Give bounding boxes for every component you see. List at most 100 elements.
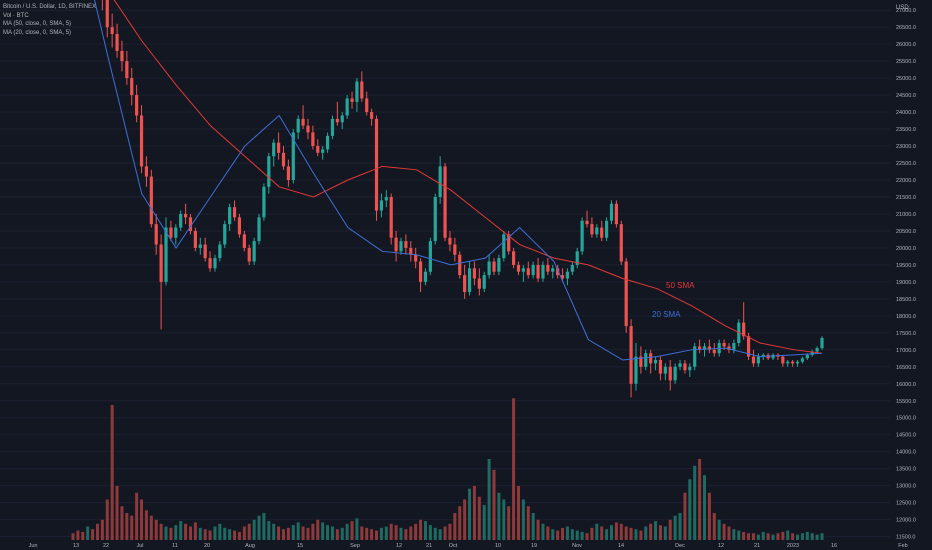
price-tick-label: 21000.0 — [896, 212, 916, 218]
candle-body — [800, 358, 805, 362]
candle-body — [516, 264, 521, 272]
candle-body — [365, 98, 369, 113]
candle-body — [325, 135, 330, 150]
volume-legend[interactable]: Vol · BTC — [3, 12, 29, 19]
candle-body — [502, 234, 506, 259]
volume-bar — [487, 459, 491, 540]
candle-body — [281, 152, 286, 167]
symbol-title[interactable]: Bitcoin / U.S. Dollar, 1D, BITFINEX — [3, 4, 97, 10]
candle-body — [707, 346, 712, 350]
candle-body — [139, 115, 144, 167]
candle-body — [409, 247, 413, 255]
price-tick-label: 17000.0 — [896, 348, 916, 354]
candle-body — [360, 81, 364, 99]
candle-body — [110, 27, 114, 34]
candle-body — [546, 264, 550, 272]
volume-bar — [267, 521, 271, 540]
volume-bar — [375, 530, 379, 540]
volume-bar — [727, 526, 731, 540]
candle-body — [438, 166, 442, 197]
candle-body — [159, 244, 163, 282]
time-tick-label: 22 — [103, 543, 109, 549]
candle-body — [183, 213, 188, 218]
candle-body — [399, 241, 403, 252]
candle-body — [149, 176, 153, 225]
volume-bar — [282, 529, 286, 540]
candle-body — [521, 268, 525, 272]
candle-body — [242, 234, 246, 248]
candle-body — [732, 343, 736, 350]
time-tick-label: Jul — [136, 543, 143, 549]
time-tick-label: 2023 — [787, 543, 799, 549]
volume-bar — [188, 526, 192, 540]
volume-bar — [252, 519, 256, 540]
candle-body — [560, 275, 565, 279]
volume-bar — [81, 531, 85, 540]
price-axis[interactable]: 11500.0 12000.0 12500.0 13000.0 13500.0 14000… — [896, 8, 916, 540]
candle-body — [639, 356, 643, 367]
volume-bar — [673, 515, 677, 540]
volume-bar — [100, 519, 104, 540]
volume-bar — [242, 526, 246, 540]
candle-body — [130, 78, 134, 96]
volume-bar — [624, 526, 628, 540]
price-tick-label: 25000.0 — [896, 76, 916, 82]
volume-bar — [140, 499, 144, 540]
price-tick-label: 22000.0 — [896, 178, 916, 184]
candle-body — [350, 98, 354, 102]
candle-body — [507, 234, 511, 252]
volume-bar — [678, 513, 682, 540]
candle-body — [795, 361, 800, 364]
volume-bar — [115, 486, 119, 540]
volume-bar — [350, 521, 354, 540]
volume-bar — [105, 499, 109, 540]
candle-body — [188, 217, 193, 231]
volume-bar — [389, 523, 393, 540]
candle-body — [135, 95, 139, 116]
volume-bar — [683, 492, 687, 540]
price-tick-label: 11500.0 — [896, 535, 915, 541]
time-axis[interactable]: Jun 13 22 Jul 11 20 Aug 15 Sep 12 21 Oct 10 19 Nov 14 De… — [29, 543, 908, 549]
price-tick-label: 25500.0 — [896, 59, 916, 65]
volume-bar — [619, 523, 623, 540]
time-tick-label: 20 — [204, 543, 210, 549]
candle-body — [232, 207, 237, 218]
price-tick-label: 22500.0 — [896, 161, 916, 167]
volume-bar — [213, 526, 217, 540]
volume-bar — [575, 530, 579, 540]
price-tick-label: 20500.0 — [896, 229, 916, 235]
volume-bar — [71, 533, 75, 540]
candle-body — [712, 349, 716, 354]
time-tick-label: Jun — [29, 543, 38, 549]
volume-bar — [306, 527, 310, 540]
volume-bar — [135, 492, 139, 540]
candle-body — [321, 149, 325, 153]
volume-bar — [512, 398, 516, 540]
time-tick-label: 16 — [831, 543, 837, 549]
volume-bar — [492, 469, 496, 540]
volume-bar — [761, 531, 765, 540]
candle-body — [277, 142, 281, 153]
volume-bar — [174, 525, 178, 540]
volume-bar — [516, 486, 520, 540]
ma20-legend[interactable]: MA (20, close, 0, SMA, 5) — [3, 29, 72, 36]
time-tick-label: 12 — [718, 543, 724, 549]
candle-body — [384, 196, 388, 201]
volume-bar — [472, 486, 476, 540]
volume-bar — [95, 523, 99, 540]
ma20-line — [94, 0, 823, 361]
candle-body — [570, 264, 574, 272]
candle-body — [237, 217, 242, 235]
sma20-annotation: 20 SMA — [652, 310, 681, 319]
price-tick-label: 12500.0 — [896, 501, 916, 507]
volume-bar — [409, 526, 413, 540]
volume-bar — [521, 499, 525, 540]
candle-body — [742, 322, 746, 337]
volume-bar — [663, 526, 667, 540]
volume-bar — [497, 492, 501, 540]
candle-body — [511, 251, 516, 265]
ma50-legend[interactable]: MA (50, close, 0, SMA, 5) — [3, 21, 72, 27]
volume-bar — [502, 499, 506, 540]
time-tick-label: Aug — [245, 543, 255, 549]
